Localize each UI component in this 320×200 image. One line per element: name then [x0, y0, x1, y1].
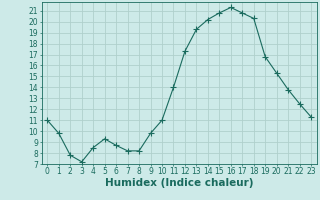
- X-axis label: Humidex (Indice chaleur): Humidex (Indice chaleur): [105, 178, 253, 188]
